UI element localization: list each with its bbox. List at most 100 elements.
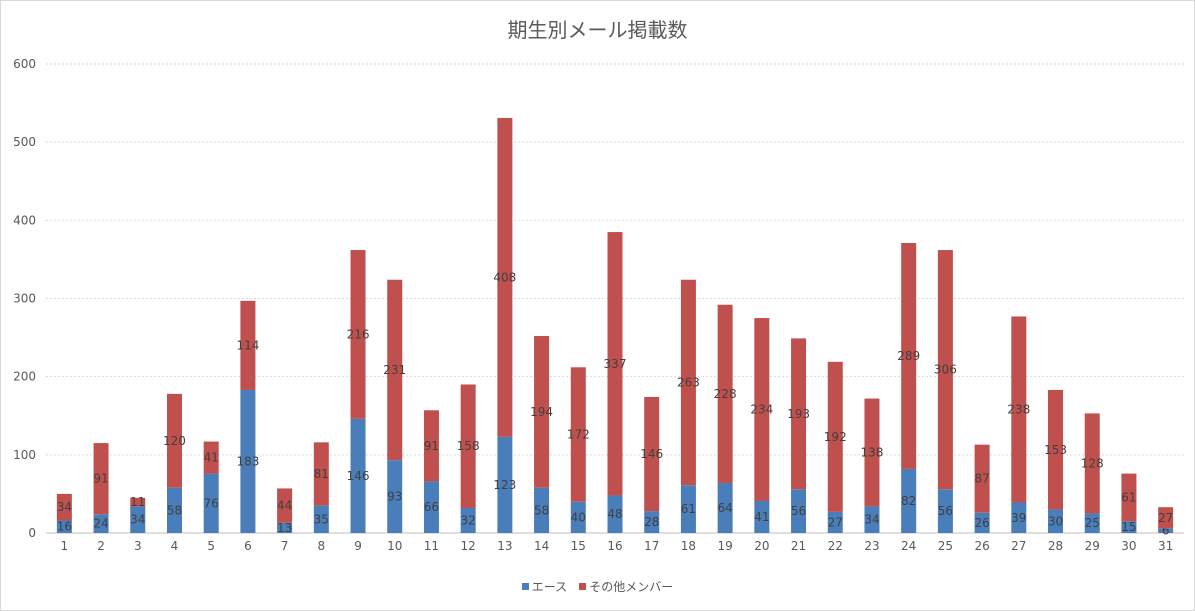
x-tick-label: 31 (1158, 539, 1173, 553)
bar-other-members (791, 338, 807, 490)
bar-other-members (644, 396, 660, 512)
bar-ace (937, 489, 953, 533)
bar-other-members (1011, 316, 1027, 503)
data-label: 64 (717, 501, 732, 515)
bar-ace (240, 389, 256, 533)
data-label: 91 (424, 439, 439, 453)
bar-other-members (937, 250, 953, 490)
x-tick-label: 16 (607, 539, 622, 553)
bar-ace (1084, 513, 1100, 533)
data-label: 153 (1044, 443, 1067, 457)
data-label: 408 (493, 270, 516, 284)
data-label: 158 (457, 439, 480, 453)
bar-ace (754, 500, 770, 533)
bar-ace (534, 487, 550, 533)
legend-item: その他メンバー (579, 578, 673, 595)
x-tick-label: 25 (938, 539, 953, 553)
data-label: 76 (204, 496, 219, 510)
bar-other-members (974, 444, 990, 513)
data-label: 87 (974, 472, 989, 486)
bar-other-members (864, 398, 880, 507)
y-tick-label: 500 (13, 135, 36, 149)
data-label: 93 (387, 490, 402, 504)
x-tick-label: 29 (1085, 539, 1100, 553)
bar-ace (901, 468, 917, 533)
data-label: 58 (167, 503, 182, 517)
x-tick-label: 6 (244, 539, 252, 553)
x-tick-label: 13 (497, 539, 512, 553)
x-tick-label: 18 (681, 539, 696, 553)
data-label: 138 (861, 445, 884, 459)
y-tick-label: 100 (13, 448, 36, 462)
data-label: 16 (57, 520, 72, 534)
x-tick-label: 3 (134, 539, 142, 553)
bar-ace (1158, 528, 1174, 533)
bar-ace (1011, 502, 1027, 533)
bar-other-members (277, 488, 293, 523)
data-label: 61 (681, 502, 696, 516)
x-tick-label: 14 (534, 539, 549, 553)
data-label: 172 (567, 428, 590, 442)
bar-ace (350, 418, 366, 533)
data-label: 61 (1121, 490, 1136, 504)
x-tick-label: 1 (61, 539, 69, 553)
data-label: 91 (93, 472, 108, 486)
data-label: 34 (57, 500, 72, 514)
bar-ace (130, 506, 146, 533)
bar-other-members (901, 243, 917, 469)
bar-other-members (350, 250, 366, 419)
data-label: 35 (314, 512, 329, 526)
bar-other-members (497, 117, 513, 437)
data-label: 306 (934, 363, 957, 377)
data-label: 39 (1011, 511, 1026, 525)
data-label: 183 (236, 454, 259, 468)
data-label: 82 (901, 494, 916, 508)
x-tick-label: 24 (901, 539, 916, 553)
x-tick-label: 7 (281, 539, 289, 553)
data-label: 34 (864, 513, 879, 527)
bar-ace (974, 512, 990, 533)
bar-other-members (534, 336, 550, 488)
bar-other-members (166, 393, 182, 488)
data-label: 123 (493, 478, 516, 492)
data-label: 231 (383, 363, 406, 377)
data-label: 56 (791, 504, 806, 518)
x-tick-label: 8 (318, 539, 326, 553)
bar-ace (680, 485, 696, 533)
data-label: 66 (424, 500, 439, 514)
data-label: 24 (93, 517, 108, 531)
bar-ace (717, 482, 733, 533)
bar-ace (864, 506, 880, 533)
data-label: 40 (571, 510, 586, 524)
bar-other-members (203, 441, 219, 474)
bar-other-members (460, 384, 476, 508)
x-tick-label: 22 (828, 539, 843, 553)
data-label: 26 (974, 516, 989, 530)
data-label: 56 (938, 504, 953, 518)
y-tick-label: 300 (13, 292, 36, 306)
bar-ace (460, 507, 476, 533)
bar-other-members (570, 367, 586, 502)
y-tick-label: 400 (13, 213, 36, 227)
bar-other-members (680, 279, 696, 486)
data-label: 41 (204, 451, 219, 465)
bar-other-members (240, 300, 256, 390)
data-label: 27 (828, 515, 843, 529)
data-label: 28 (644, 515, 659, 529)
bar-ace (1048, 509, 1064, 533)
data-label: 120 (163, 434, 186, 448)
bar-ace (497, 436, 513, 533)
data-label: 192 (824, 430, 847, 444)
bar-other-members (1048, 389, 1064, 510)
bar-ace (827, 511, 843, 533)
data-label: 81 (314, 467, 329, 481)
data-label: 234 (750, 402, 773, 416)
x-tick-label: 5 (207, 539, 215, 553)
data-label: 337 (604, 357, 627, 371)
bar-ace (277, 522, 293, 533)
x-tick-label: 28 (1048, 539, 1063, 553)
x-tick-label: 19 (717, 539, 732, 553)
bar-ace (791, 489, 807, 533)
data-label: 15 (1121, 520, 1136, 534)
